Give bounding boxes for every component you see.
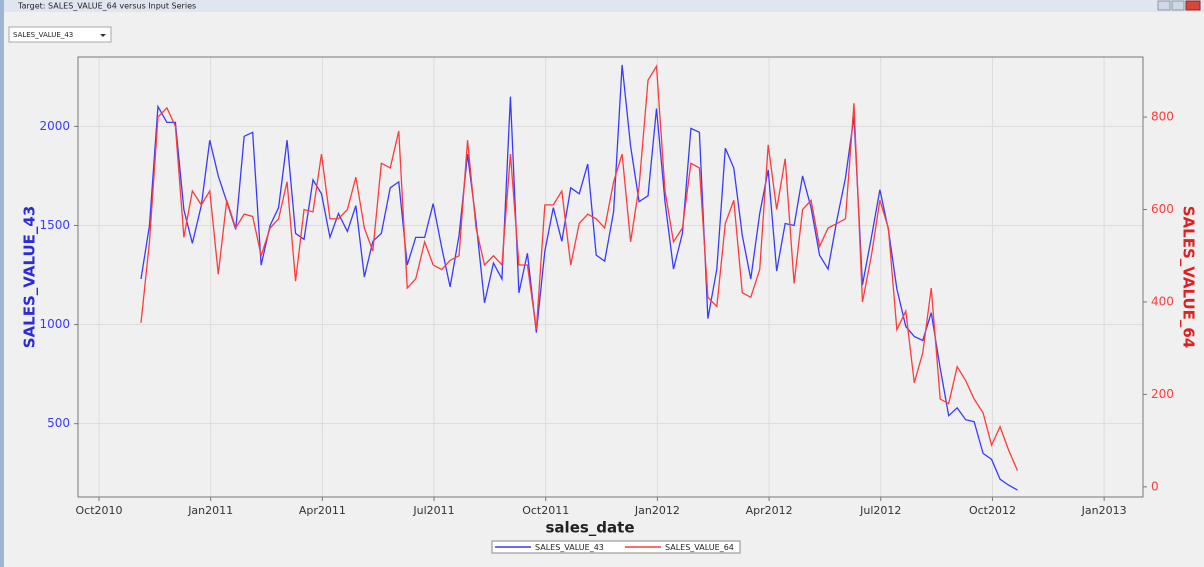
window-controls — [1157, 0, 1201, 11]
y2-tick-label: 800 — [1151, 110, 1174, 124]
plot — [140, 64, 1019, 491]
x-tick-label: Apr2011 — [299, 504, 346, 517]
y-tick-label: 2000 — [39, 119, 70, 133]
y-tick-label: 1500 — [39, 218, 70, 232]
selector-box[interactable] — [8, 26, 112, 43]
plot-area — [78, 57, 1143, 497]
maximize-button[interactable] — [1171, 0, 1185, 11]
x-axis-title: sales_date — [546, 519, 635, 537]
title-bar — [0, 0, 1204, 12]
x-tick-label: Apr2012 — [746, 504, 793, 517]
x-tick-label: Jan2012 — [634, 504, 680, 517]
x-tick-label: Oct2012 — [969, 504, 1016, 517]
x-tick-label: Jan2011 — [187, 504, 233, 517]
x-tick-label: Jul2011 — [412, 504, 454, 517]
y2-tick-label: 400 — [1151, 294, 1174, 308]
x-tick-label: Jan2013 — [1081, 504, 1127, 517]
series-line — [140, 64, 1019, 471]
y-axis-title: SALES_VALUE_43 — [21, 206, 39, 349]
selector-arrow — [100, 34, 106, 37]
window-title: Target: SALES_VALUE_64 versus Input Seri… — [17, 2, 196, 11]
minimize-button[interactable] — [1157, 0, 1171, 11]
y2-tick-label: 0 — [1151, 479, 1159, 493]
legend-box — [491, 540, 741, 554]
x-tick-label: Jul2012 — [859, 504, 901, 517]
y2-axis-title: SALES_VALUE_64 — [1180, 206, 1198, 349]
selector-value: SALES_VALUE_43 — [13, 31, 73, 39]
x-tick-label: Oct2011 — [522, 504, 569, 517]
left-border — [0, 0, 4, 567]
series-line — [140, 64, 1018, 491]
x-tick-label: Oct2010 — [75, 504, 122, 517]
legend: SALES_VALUE_43 SALES_VALUE_64 — [491, 540, 741, 554]
y2-tick-label: 600 — [1151, 202, 1174, 216]
grid: Oct2010 Jan2011 Apr2011 Jul2011 Oct2011 Jan20… — [39, 57, 1174, 517]
y-tick-label: 1000 — [39, 317, 70, 331]
legend-label: SALES_VALUE_43 — [535, 543, 604, 552]
series-selector[interactable]: SALES_VALUE_43 — [8, 26, 112, 43]
legend-label: SALES_VALUE_64 — [665, 543, 734, 552]
plot-border — [77, 56, 1144, 498]
y-tick-label: 500 — [47, 416, 70, 430]
close-button[interactable] — [1185, 0, 1201, 11]
y2-tick-label: 200 — [1151, 387, 1174, 401]
